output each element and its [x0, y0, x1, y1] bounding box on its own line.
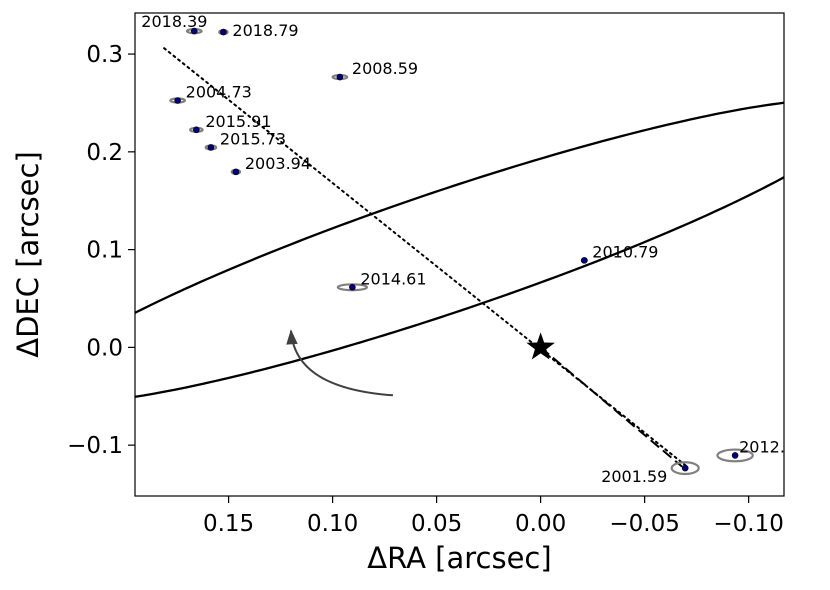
x-tick-label: 0.05: [411, 511, 462, 537]
point-label: 2018.79: [232, 21, 298, 40]
x-tick-label: −0.05: [609, 511, 679, 537]
y-axis-label: ΔDEC [arcsec]: [11, 151, 45, 357]
data-point: [581, 257, 588, 264]
plot-content: 2001.59 2003.94 2004.73 2008.59 2010.79 2012.…: [135, 12, 805, 486]
x-tick-label: 0.10: [307, 511, 358, 537]
point-label: 2015.73: [220, 129, 286, 148]
y-tick-label: −0.1: [67, 433, 123, 459]
data-point: [681, 464, 689, 472]
x-tick-label: 0.00: [515, 511, 566, 537]
error-ellipse: [716, 448, 754, 463]
data-point: [190, 27, 198, 35]
point-label: 2018.39: [141, 12, 207, 31]
direction-arrow-head: [286, 329, 298, 345]
point-label: 2010.79: [592, 242, 658, 261]
point-label: 2004.73: [186, 83, 252, 102]
data-point: [731, 452, 739, 459]
y-axis-ticks: −0.1 0.0 0.1 0.2 0.3: [67, 42, 135, 459]
x-tick-label: 0.15: [203, 511, 254, 537]
data-point: [174, 97, 181, 104]
y-tick-label: 0.1: [86, 238, 123, 264]
point-label: 2015.91: [205, 112, 271, 131]
data-point: [193, 126, 200, 134]
x-tick-label: −0.10: [713, 511, 783, 537]
x-axis-label: ΔRA [arcsec]: [367, 541, 551, 575]
point-label: 2001.59: [601, 467, 667, 486]
point-label: 2012.65: [739, 437, 805, 456]
data-point: [220, 28, 227, 36]
error-ellipse: [670, 461, 700, 476]
data-point: [207, 144, 215, 151]
point-label: 2008.59: [352, 59, 418, 78]
data-point: [232, 168, 240, 176]
line-of-nodes: [163, 47, 690, 469]
data-point: [349, 283, 356, 291]
data-point: [336, 73, 344, 81]
star-marker: [526, 332, 555, 360]
y-tick-label: 0.0: [86, 335, 123, 361]
point-label: 2003.94: [245, 154, 311, 173]
y-tick-label: 0.2: [86, 140, 123, 166]
y-tick-label: 0.3: [86, 42, 123, 68]
axes-frame: [134, 12, 785, 497]
periastron-line: [539, 346, 683, 468]
point-label: 2014.61: [360, 269, 426, 288]
x-axis-ticks: 0.15 0.10 0.05 0.00 −0.05 −0.10: [203, 496, 784, 537]
orbit-ellipse: [135, 101, 784, 399]
